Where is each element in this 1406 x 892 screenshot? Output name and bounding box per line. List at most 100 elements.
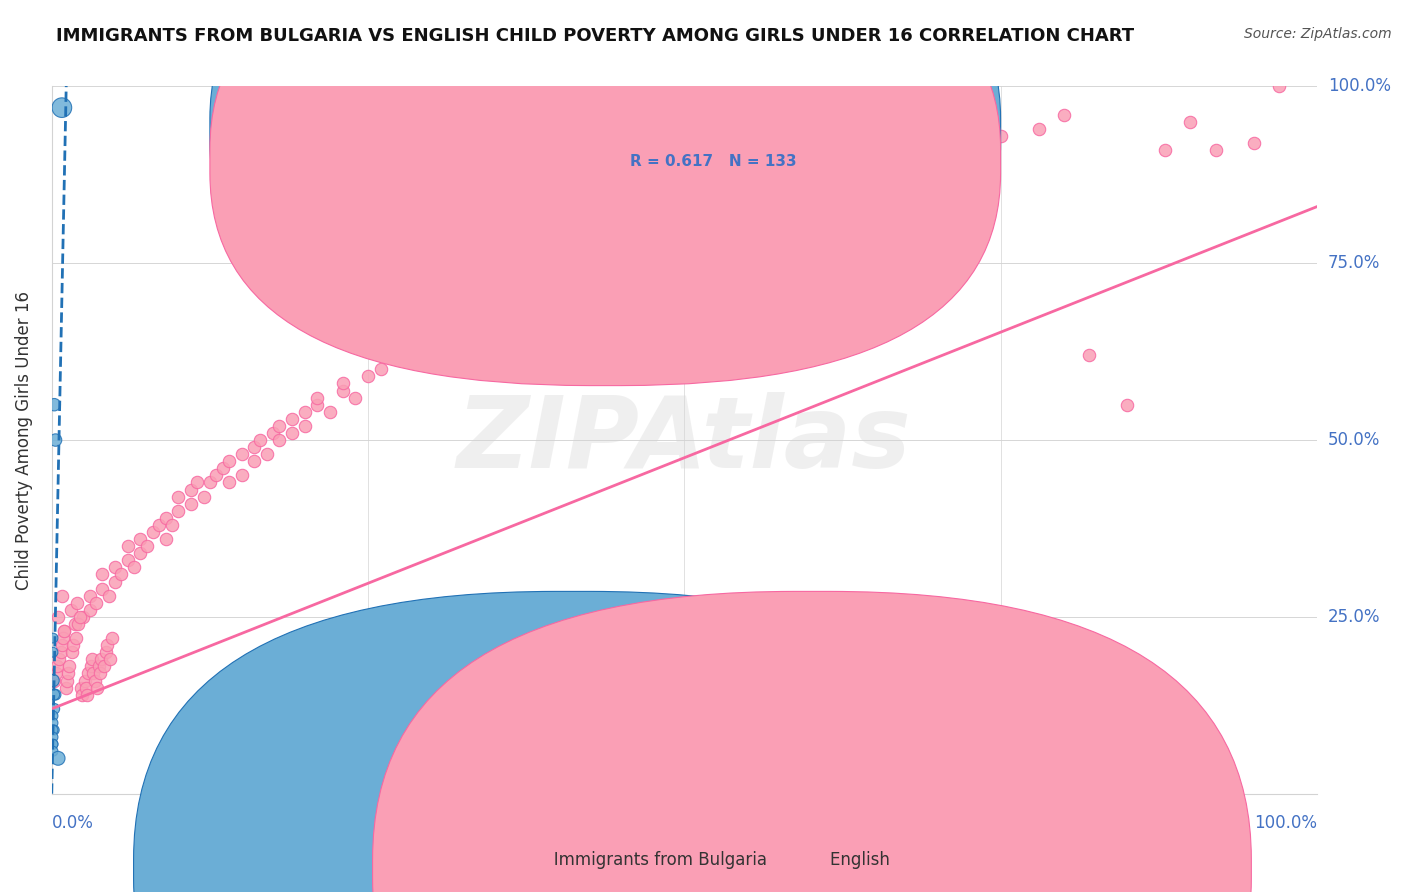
Point [952, 143, 974, 157]
Point [110, 567, 132, 582]
Point [58, 659, 80, 673]
Point [93, 659, 115, 673]
Point [496, 285, 519, 299]
Point [51, 101, 73, 115]
Point [42, 737, 65, 751]
Point [370, 362, 392, 376]
Point [72, 610, 94, 624]
Point [51, 638, 73, 652]
Point [572, 249, 595, 263]
Point [357, 369, 380, 384]
Point [82, 652, 104, 666]
Point [673, 220, 696, 235]
Point [332, 384, 354, 398]
Point [60, 645, 83, 659]
Point [1154, 143, 1177, 157]
Point [44, 688, 66, 702]
Point [193, 490, 215, 504]
Point [75, 681, 97, 695]
Point [83, 666, 105, 681]
Point [86, 681, 108, 695]
Point [55, 681, 77, 695]
Point [148, 517, 170, 532]
Point [180, 483, 202, 497]
Point [84, 596, 107, 610]
Point [56, 673, 79, 688]
Point [218, 475, 240, 490]
Point [117, 553, 139, 567]
Text: 100.0%: 100.0% [1329, 78, 1391, 95]
Point [104, 560, 127, 574]
Point [89, 666, 111, 681]
Point [1180, 115, 1202, 129]
Point [408, 334, 430, 348]
Point [332, 376, 354, 391]
Point [1078, 348, 1101, 362]
Point [79, 589, 101, 603]
Point [509, 277, 531, 292]
Point [269, 418, 291, 433]
Point [48, 652, 70, 666]
FancyBboxPatch shape [571, 104, 875, 189]
Point [737, 200, 759, 214]
Point [91, 567, 114, 582]
Point [65, 631, 87, 645]
Point [94, 645, 117, 659]
FancyBboxPatch shape [209, 0, 1001, 355]
Text: Immigrants from Bulgaria            English: Immigrants from Bulgaria English [516, 851, 890, 869]
Point [319, 405, 342, 419]
Point [231, 447, 253, 461]
Point [80, 659, 103, 673]
Point [249, 433, 271, 447]
Point [101, 631, 124, 645]
Point [63, 616, 86, 631]
Point [775, 186, 797, 200]
Point [98, 652, 121, 666]
Point [1268, 79, 1291, 94]
Point [281, 412, 304, 426]
Point [42, 744, 65, 758]
Text: 100.0%: 100.0% [1254, 814, 1317, 832]
Point [46, 610, 69, 624]
Point [53, 624, 76, 638]
Point [44, 398, 66, 412]
Point [294, 405, 316, 419]
Point [45, 688, 67, 702]
Text: ZIPAtlas: ZIPAtlas [457, 392, 911, 489]
Point [160, 517, 183, 532]
Point [167, 490, 190, 504]
Point [167, 504, 190, 518]
Point [104, 574, 127, 589]
Point [610, 235, 633, 249]
Point [269, 433, 291, 447]
Point [1116, 398, 1139, 412]
Point [294, 418, 316, 433]
Point [45, 433, 67, 447]
Point [1053, 108, 1076, 122]
Text: Source: ZipAtlas.com: Source: ZipAtlas.com [1244, 27, 1392, 41]
Point [42, 737, 65, 751]
Point [69, 610, 91, 624]
Point [117, 539, 139, 553]
Point [344, 391, 367, 405]
Point [711, 207, 734, 221]
Point [70, 681, 93, 695]
Point [155, 532, 177, 546]
Point [243, 454, 266, 468]
Point [53, 624, 76, 638]
Point [135, 539, 157, 553]
Point [433, 319, 456, 334]
Point [990, 128, 1012, 143]
Point [231, 468, 253, 483]
Point [67, 616, 90, 631]
Point [420, 326, 443, 341]
Point [52, 631, 75, 645]
Point [42, 709, 65, 723]
FancyBboxPatch shape [209, 0, 1001, 385]
Point [62, 638, 84, 652]
Y-axis label: Child Poverty Among Girls Under 16: Child Poverty Among Girls Under 16 [15, 291, 32, 590]
Point [66, 596, 89, 610]
Point [76, 688, 98, 702]
Point [44, 702, 66, 716]
Text: 25.0%: 25.0% [1329, 607, 1381, 626]
